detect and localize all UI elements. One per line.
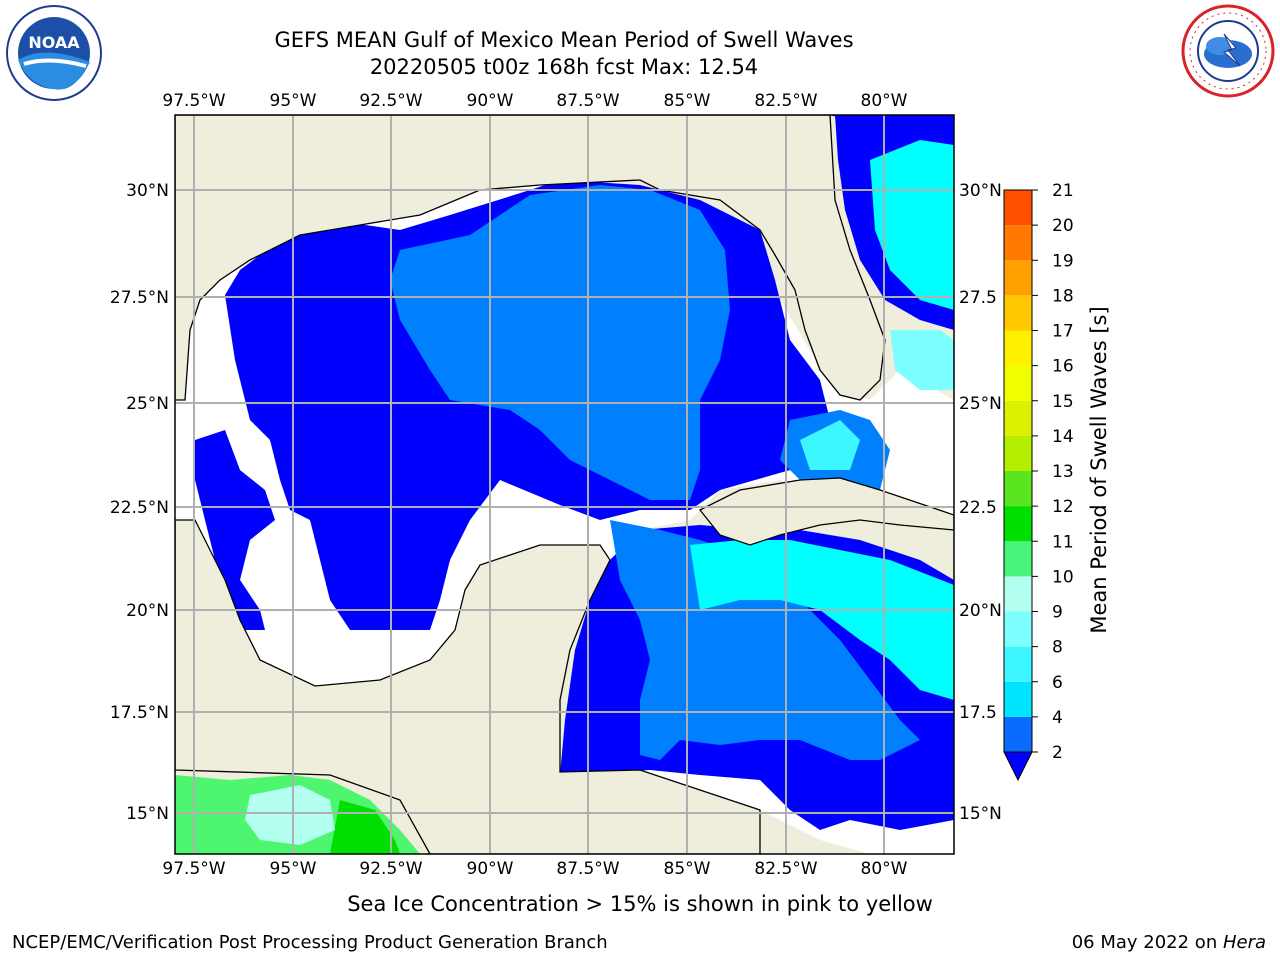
lon-label-top: 82.5°W xyxy=(754,91,817,111)
cuba-land xyxy=(698,477,954,546)
lon-label-bottom: 95°W xyxy=(270,859,317,879)
lat-labels-right: 30°N 27.5 25°N 22.5 20°N 17.5 15°N xyxy=(959,181,1002,824)
nws-logo xyxy=(1181,4,1275,98)
colorbar-tick-label: 11 xyxy=(1052,532,1074,552)
colorbar-segment xyxy=(1004,681,1032,717)
lon-label-top: 80°W xyxy=(861,91,908,111)
colorbar-segment xyxy=(1004,576,1032,612)
lon-labels-bottom: 97.5°W 95°W 92.5°W 90°W 87.5°W 85°W 82.5… xyxy=(162,859,907,879)
lon-label-bottom: 87.5°W xyxy=(556,859,619,879)
colorbar-extend-arrow xyxy=(1003,751,1033,782)
colorbar-tick-label: 19 xyxy=(1052,251,1074,271)
map-title: GEFS MEAN Gulf of Mexico Mean Period of … xyxy=(274,28,854,52)
map-subtitle: 20220505 t00z 168h fcst Max: 12.54 xyxy=(369,55,759,79)
colorbar-tick-label: 13 xyxy=(1052,462,1074,482)
lon-label-top: 87.5°W xyxy=(556,91,619,111)
swell-4s-gulf xyxy=(390,185,730,500)
colorbar-segment xyxy=(1004,225,1032,261)
colorbar-segment xyxy=(1004,506,1032,542)
colorbar-tick-label: 18 xyxy=(1052,286,1074,306)
colorbar: 2 4 6 8 9 10 11 12 13 14 15 16 17 18 19 20 21 xyxy=(1003,181,1074,782)
noaa-logo: NOAA xyxy=(6,5,102,101)
swell-6s-straits xyxy=(800,420,860,470)
colorbar-tick-label: 2 xyxy=(1052,743,1063,763)
colorbar-segment xyxy=(1004,190,1032,226)
lat-label-left: 17.5°N xyxy=(110,703,169,723)
lat-label-right: 25°N xyxy=(959,394,1002,414)
colorbar-segment xyxy=(1004,330,1032,366)
colorbar-segment xyxy=(1004,295,1032,331)
lat-label-right: 22.5 xyxy=(959,498,997,518)
lat-label-right: 27.5 xyxy=(959,288,997,308)
colorbar-tick-label: 16 xyxy=(1052,357,1074,377)
colorbar-segment xyxy=(1004,611,1032,647)
lat-label-right: 30°N xyxy=(959,181,1002,201)
swell-6s-caribbean xyxy=(690,540,954,700)
lat-label-left: 22.5°N xyxy=(110,498,169,518)
lat-label-left: 20°N xyxy=(126,601,169,621)
lon-labels-top: 97.5°W 95°W 92.5°W 90°W 87.5°W 85°W 82.5… xyxy=(162,91,907,111)
colorbar-segment xyxy=(1004,365,1032,401)
lat-label-left: 15°N xyxy=(126,804,169,824)
colorbar-tick-label: 17 xyxy=(1052,322,1074,342)
colorbar-segment xyxy=(1004,471,1032,507)
lon-label-bottom: 85°W xyxy=(664,859,711,879)
colorbar-tick-label: 8 xyxy=(1052,638,1063,658)
lon-label-bottom: 90°W xyxy=(467,859,514,879)
noaa-logo-text: NOAA xyxy=(28,33,80,52)
lon-label-top: 85°W xyxy=(664,91,711,111)
mexico-land xyxy=(175,519,761,854)
swell-2s-west xyxy=(195,430,275,630)
colorbar-tick-label: 14 xyxy=(1052,427,1074,447)
branch-credit: NCEP/EMC/Verification Post Processing Pr… xyxy=(12,932,608,953)
lon-label-bottom: 82.5°W xyxy=(754,859,817,879)
colorbar-tick-label: 6 xyxy=(1052,673,1063,693)
map-gridlines xyxy=(175,115,954,854)
colorbar-label: Mean Period of Swell Waves [s] xyxy=(1087,306,1111,633)
lon-label-top: 95°W xyxy=(270,91,317,111)
map-frame xyxy=(174,114,955,855)
colorbar-segment xyxy=(1004,646,1032,682)
lon-label-bottom: 80°W xyxy=(861,859,908,879)
lat-labels-left: 30°N 27.5°N 25°N 22.5°N 20°N 17.5°N 15°N xyxy=(110,181,169,824)
us-land xyxy=(175,115,886,401)
colorbar-tick-label: 21 xyxy=(1052,181,1074,201)
run-date: 06 May 2022 on Hera xyxy=(1072,932,1266,954)
colorbar-tick-label: 9 xyxy=(1052,603,1063,623)
colorbar-segment xyxy=(1004,716,1032,752)
lat-label-right: 20°N xyxy=(959,601,1002,621)
lat-label-right: 15°N xyxy=(959,804,1002,824)
lat-label-left: 30°N xyxy=(126,181,169,201)
colorbar-tick-label: 15 xyxy=(1052,392,1074,412)
colorbar-segment xyxy=(1004,541,1032,577)
lon-label-top: 90°W xyxy=(467,91,514,111)
swell-8s-bahamas xyxy=(890,330,954,390)
lon-label-bottom: 92.5°W xyxy=(359,859,422,879)
lon-label-top: 97.5°W xyxy=(162,91,225,111)
swell-6s-atlantic xyxy=(870,140,954,310)
colorbar-tick-label: 10 xyxy=(1052,567,1074,587)
swell-9s-pacific-inner xyxy=(245,785,335,845)
colorbar-segment xyxy=(1004,400,1032,436)
lon-label-top: 92.5°W xyxy=(359,91,422,111)
colorbar-tick-label: 4 xyxy=(1052,708,1063,728)
sea-ice-note-text: Sea Ice Concentration > 15% is shown in … xyxy=(347,892,933,916)
run-date-text: 06 May 2022 on xyxy=(1071,932,1223,953)
sea-ice-note: Sea Ice Concentration > 15% is shown in … xyxy=(0,891,1280,917)
lat-label-right: 17.5 xyxy=(959,703,997,723)
lat-label-left: 25°N xyxy=(126,394,169,414)
colorbar-tick-label: 20 xyxy=(1052,216,1074,236)
colorbar-tick-label: 12 xyxy=(1052,497,1074,517)
colorbar-segment xyxy=(1004,260,1032,296)
machine-name: Hera xyxy=(1222,932,1266,953)
lat-label-left: 27.5°N xyxy=(110,288,169,308)
colorbar-segment xyxy=(1004,435,1032,471)
lon-label-bottom: 97.5°W xyxy=(162,859,225,879)
